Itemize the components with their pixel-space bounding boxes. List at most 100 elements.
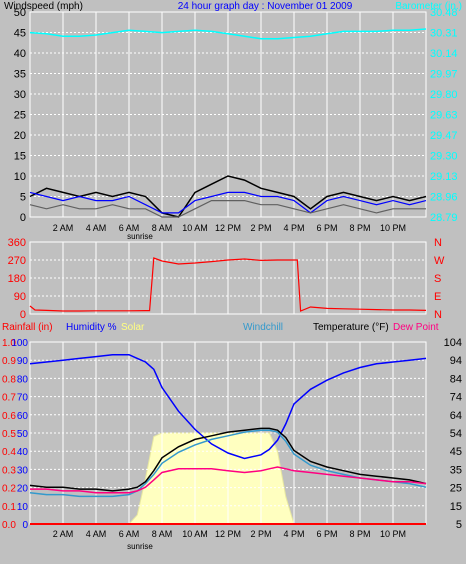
- x-tick: 6 AM: [119, 529, 140, 539]
- x-tick: 10 AM: [182, 223, 208, 233]
- sunrise-label: sunrise: [127, 232, 153, 241]
- rainfall-tick: 0.0: [2, 520, 16, 531]
- barometer-tick: 29.13: [430, 171, 458, 183]
- temperature-tick: 15: [450, 501, 462, 513]
- humidity-tick: 70: [17, 393, 29, 404]
- legend-entry: Temperature (°F): [313, 322, 389, 333]
- direction-series: [29, 257, 427, 312]
- legend-entry: Rainfall (in): [2, 322, 53, 333]
- temperature-tick: 74: [450, 392, 462, 404]
- wind-gust-line: [29, 191, 427, 214]
- humidity-tick: 0: [22, 520, 28, 531]
- temperature-f-line: [29, 427, 427, 492]
- x-tick: 10 AM: [182, 529, 208, 539]
- x-tick: 8 PM: [349, 529, 370, 539]
- barometer-tick: 29.97: [430, 69, 458, 81]
- x-tick: 10 PM: [380, 529, 406, 539]
- temperature-grid: [30, 342, 426, 524]
- x-tick: 12 PM: [215, 223, 241, 233]
- temperature-tick: 45: [450, 446, 462, 458]
- barometer-tick: 30.48: [430, 7, 458, 19]
- windchill-line: [29, 429, 427, 498]
- legend-entry: Dew Point: [393, 322, 439, 333]
- humidity-tick: 40: [17, 447, 29, 458]
- direction-tick: 0: [20, 309, 26, 321]
- temperature-series: [29, 353, 427, 525]
- humidity-tick: 60: [17, 411, 29, 422]
- wind-average-line: [29, 200, 426, 218]
- rainfall-tick: 0.6: [2, 411, 16, 422]
- x-tick: 10 PM: [380, 223, 406, 233]
- windspeed-tick: 30: [14, 89, 26, 101]
- x-tick: 6 AM: [119, 223, 140, 233]
- chart-title: 24 hour graph day : November 01 2009: [178, 1, 353, 12]
- humidity-tick: 50: [17, 429, 29, 440]
- windspeed-tick: 35: [14, 69, 26, 81]
- barometer-y-ticks: 28.79 28.96 29.13 29.30 29.47 29.63 29.80 29.97…: [430, 7, 458, 224]
- temperature-tick: 94: [450, 355, 462, 367]
- rainfall-tick: 0.2: [2, 484, 16, 495]
- windspeed-y-ticks: 0 5 10 15 20 25 30 35 40 45 50: [14, 7, 26, 224]
- temperature-tick: 104: [444, 337, 462, 349]
- windspeed-tick: 10: [14, 171, 26, 183]
- temperature-tick: 25: [450, 483, 462, 495]
- rainfall-tick: 0.4: [2, 447, 16, 458]
- windspeed-tick: 45: [14, 28, 26, 40]
- temperature-x-ticks: 2 AM 4 AM 6 AM 8 AM 10 AM 12 PM 2 PM 4 PM 6 PM 8 …: [53, 529, 406, 539]
- temperature-humidity-panel: 0.0 0.1 0.2 0.3 0.4 0.5 0.6 0.7 0.8 0.9 1.0 0 10 20 3…: [2, 322, 462, 551]
- barometer-tick: 28.79: [430, 212, 458, 224]
- x-tick: 2 AM: [53, 529, 74, 539]
- windspeed-tick: 25: [14, 110, 26, 122]
- direction-tick: 90: [14, 291, 26, 303]
- windspeed-axis-label: Windspeed (mph): [4, 1, 83, 12]
- rainfall-tick: 0.3: [2, 465, 16, 476]
- direction-tick: 360: [8, 237, 26, 249]
- humidity-tick: 100: [11, 338, 28, 349]
- compass-label: E: [434, 291, 441, 303]
- windspeed-series: [29, 28, 427, 218]
- humidity-y-ticks: 0 10 20 30 40 50 60 70 80 90 100: [11, 338, 28, 531]
- temperature-tick: 64: [450, 410, 462, 422]
- compass-label: S: [434, 273, 441, 285]
- wind-direction-line: [29, 257, 427, 312]
- barometer-tick: 29.47: [430, 130, 458, 142]
- x-tick: 2 PM: [250, 223, 271, 233]
- barometer-tick: 28.96: [430, 192, 458, 204]
- direction-tick: 180: [8, 273, 26, 285]
- temperature-tick: 54: [450, 428, 462, 440]
- rainfall-tick: 1.0: [2, 338, 16, 349]
- x-tick: 2 AM: [53, 223, 74, 233]
- x-tick: 4 AM: [86, 529, 107, 539]
- windspeed-tick: 40: [14, 48, 26, 60]
- compass-label: N: [434, 237, 442, 249]
- temperature-tick: 84: [450, 373, 462, 385]
- x-tick: 4 PM: [283, 529, 304, 539]
- windspeed-line: [29, 175, 427, 218]
- compass-label: W: [434, 255, 445, 267]
- rainfall-tick: 0.9: [2, 356, 16, 367]
- direction-y-ticks: 0 90 180 270 360: [8, 237, 26, 321]
- x-tick: 8 PM: [349, 223, 370, 233]
- humidity-tick: 10: [17, 502, 29, 513]
- x-tick: 4 PM: [283, 223, 304, 233]
- x-tick: 2 PM: [250, 529, 271, 539]
- windspeed-x-ticks: 2 AM 4 AM 6 AM 8 AM 10 AM 12 PM 2 PM 4 PM 6 PM 8 …: [53, 223, 406, 233]
- legend-entry: Windchill: [243, 322, 283, 333]
- x-tick: 12 PM: [215, 529, 241, 539]
- windspeed-barometer-panel: 0 5 10 15 20 25 30 35 40 45 50 28.79 28.96 29.13 29.3…: [4, 1, 462, 241]
- sunrise-label-bottom: sunrise: [127, 542, 153, 551]
- direction-tick: 270: [8, 255, 26, 267]
- temperature-tick: 35: [450, 464, 462, 476]
- x-tick: 8 AM: [152, 529, 173, 539]
- legend: Rainfall (in) Humidity % Solar Windchill Tem…: [2, 322, 439, 333]
- barometer-tick: 30.14: [430, 48, 458, 60]
- rainfall-tick: 0.8: [2, 374, 16, 385]
- windspeed-tick: 50: [14, 7, 26, 19]
- windspeed-tick: 15: [14, 151, 26, 163]
- x-tick: 4 AM: [86, 223, 107, 233]
- humidity-tick: 80: [17, 374, 29, 385]
- legend-entry: Solar: [121, 322, 145, 333]
